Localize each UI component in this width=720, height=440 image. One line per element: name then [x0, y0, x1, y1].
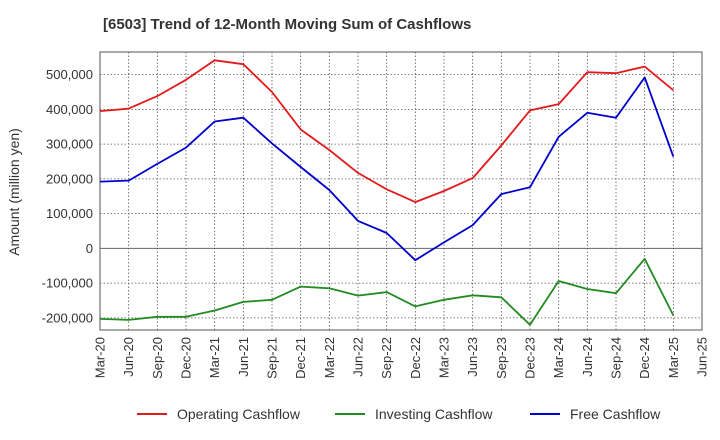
series-layer: [99, 59, 675, 326]
legend-label: Free Cashflow: [570, 406, 661, 422]
series-line-free-cashflow: [99, 76, 675, 262]
x-tick-label: Sep-24: [609, 337, 624, 379]
y-tick-label: 400,000: [46, 102, 93, 117]
x-tick-label: Jun-22: [351, 337, 366, 377]
x-tick-label: Mar-25: [666, 337, 681, 378]
chart-title: [6503] Trend of 12-Month Moving Sum of C…: [103, 16, 472, 33]
legend-item-free-cashflow: Free Cashflow: [530, 406, 661, 422]
x-tick-label: Mar-20: [93, 337, 108, 378]
x-tick-label: Dec-20: [179, 337, 194, 379]
y-tick-label: 500,000: [46, 67, 93, 82]
y-axis-title: Amount (million yen): [6, 128, 22, 256]
plot-frame: [99, 51, 703, 331]
x-tick-label: Dec-24: [637, 337, 652, 379]
y-tick-label: -100,000: [42, 276, 93, 291]
legend-item-investing-cashflow: Investing Cashflow: [335, 406, 493, 422]
x-tick-label: Sep-22: [379, 337, 394, 379]
x-tick-label: Dec-22: [408, 337, 423, 379]
x-tick-label: Dec-23: [523, 337, 538, 379]
grid-layer: [99, 51, 703, 331]
legend-label: Investing Cashflow: [375, 406, 493, 422]
series-line-investing-cashflow: [99, 257, 675, 326]
series-line-operating-cashflow: [99, 59, 674, 204]
x-tick-label: Jun-20: [121, 337, 136, 377]
x-tick-label: Mar-23: [437, 337, 452, 378]
x-tick-label: Jun-21: [236, 337, 251, 377]
y-tick-label: 300,000: [46, 137, 93, 152]
x-tick-label: Jun-23: [465, 337, 480, 377]
y-tick-label: 100,000: [46, 206, 93, 221]
x-tick-label: Dec-21: [293, 337, 308, 379]
x-tick-label: Sep-20: [150, 337, 165, 379]
y-tick-label: -200,000: [42, 310, 93, 325]
x-tick-label: Jun-24: [580, 337, 595, 377]
legend: Operating Cashflow Investing Cashflow Free…: [137, 406, 661, 422]
x-tick-label: Mar-24: [551, 337, 566, 378]
legend-label: Operating Cashflow: [177, 406, 301, 422]
x-tick-label: Mar-21: [207, 337, 222, 378]
axis-layer: -200,000 -100,000 0 100,000 200,000 300,000 40…: [42, 67, 710, 379]
legend-item-operating-cashflow: Operating Cashflow: [137, 406, 301, 422]
y-tick-label: 200,000: [46, 171, 93, 186]
x-tick-label: Sep-21: [265, 337, 280, 379]
x-tick-label: Sep-23: [494, 337, 509, 379]
x-tick-label: Jun-25: [695, 337, 710, 377]
x-tick-label: Mar-22: [322, 337, 337, 378]
y-tick-label: 0: [86, 241, 93, 256]
